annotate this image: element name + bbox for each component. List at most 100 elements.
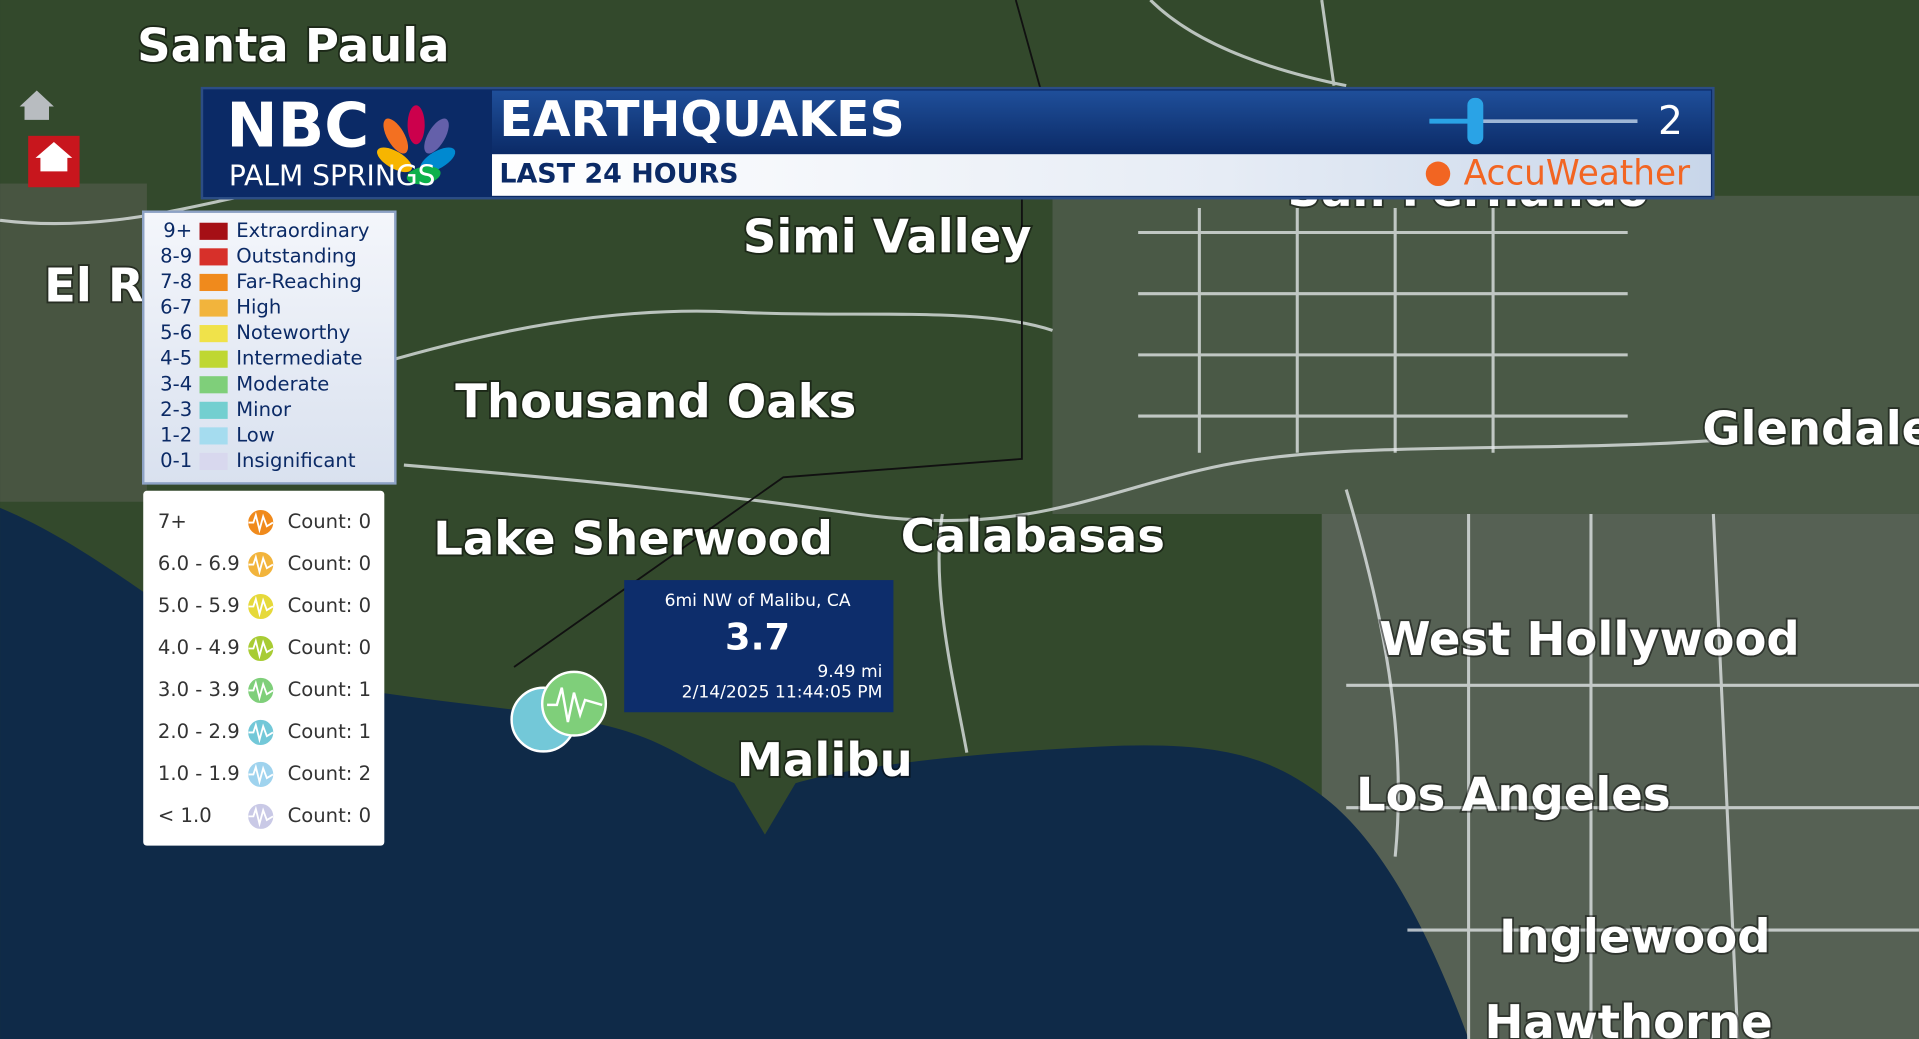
intensity-swatch: [199, 427, 228, 445]
magnitude-count: Count: 0: [288, 636, 371, 659]
magnitude-count: Count: 2: [288, 762, 371, 785]
intensity-range: 0-1: [160, 449, 192, 472]
magnitude-count: Count: 0: [288, 510, 371, 533]
intensity-label: High: [236, 296, 281, 319]
magnitude-rows: 7+ Count: 0 6.0 - 6.9 Count: 0 5.0 - 5.9 Coun…: [158, 508, 371, 831]
city-label: Thousand Oaks: [455, 375, 856, 429]
road: [1346, 513, 1919, 1039]
magnitude-icon-wave: [248, 721, 274, 744]
feather: [406, 166, 441, 185]
intensity-range: 6-7: [160, 296, 192, 319]
magnitude-count: Count: 1: [288, 678, 371, 701]
intensity-range: 5-6: [160, 321, 192, 344]
magnitude-count: Count: 0: [288, 804, 371, 827]
quake-marker[interactable]: [540, 670, 608, 737]
magnitude-icon-wave: [248, 763, 274, 786]
popup-location: 6mi NW of Malibu, CA: [665, 591, 851, 611]
county-line: [513, 0, 1042, 668]
magnitude-range: 4.0 - 4.9: [158, 636, 240, 659]
road: [1149, 0, 1347, 88]
station: PALM SPRINGS: [229, 159, 436, 192]
magnitude-count: Count: 1: [288, 720, 371, 743]
intensity-rows: 9+ Extraordinary 8-9 Outstanding 7-8 Far-Reac…: [160, 219, 369, 472]
intensity-range: 3-4: [160, 372, 192, 395]
alert-icon: [35, 141, 73, 172]
intensity-swatch: [199, 248, 228, 266]
magnitude-range: 7+: [158, 510, 187, 533]
intensity-swatch: [199, 299, 228, 317]
banner-subtitle: LAST 24 HOURS: [499, 159, 738, 190]
city-label: Inglewood: [1499, 909, 1770, 963]
intensity-swatch: [199, 376, 228, 394]
feather: [424, 118, 449, 154]
magnitude-count: Count: 0: [288, 594, 371, 617]
intensity-label: Insignificant: [236, 449, 356, 472]
magnitude-range: 5.0 - 5.9: [158, 594, 240, 617]
intensity-legend: [142, 210, 397, 485]
intensity-range: 9+: [163, 219, 192, 242]
intensity-swatch: [199, 401, 228, 419]
city-label: Glendale: [1702, 401, 1919, 455]
intensity-label: Outstanding: [236, 244, 356, 267]
magnitude-icon-wave: [248, 679, 274, 702]
intensity-label: Extraordinary: [236, 219, 369, 242]
city-label: Santa Paula: [137, 18, 449, 72]
quake-markers: [510, 670, 608, 753]
intensity-range: 7-8: [160, 270, 192, 293]
road: [937, 513, 969, 753]
popup-distance: 9.49 mi: [817, 662, 882, 682]
magnitude-icon-wave: [248, 511, 274, 534]
intensity-label: Noteworthy: [236, 321, 350, 344]
intensity-label: Moderate: [236, 372, 329, 395]
city-label: West Hollywood: [1379, 612, 1799, 666]
intensity-swatch: [199, 273, 228, 292]
slider-value: 2: [1658, 99, 1683, 144]
banner-bottom: [492, 154, 1711, 196]
road: [0, 194, 246, 226]
magnitude-range: < 1.0: [158, 804, 212, 827]
magnitude-icon-wave: [248, 637, 274, 660]
ocean: [0, 507, 1469, 1039]
road: [366, 309, 1053, 369]
feather: [383, 118, 409, 154]
magnitude-legend: [143, 490, 385, 846]
partner: AccuWeather: [1464, 154, 1691, 194]
slider-knob[interactable]: [1467, 97, 1484, 145]
magnitude-range: 2.0 - 2.9: [158, 720, 240, 743]
city-label: Calabasas: [901, 509, 1165, 563]
road: [403, 439, 1714, 523]
accuweather-sun: [1425, 161, 1451, 187]
intensity-swatch: [199, 325, 228, 343]
intensity-range: 2-3: [160, 398, 192, 421]
road: [1138, 208, 1628, 453]
magnitude-range: 6.0 - 6.9: [158, 552, 240, 575]
intensity-label: Far-Reaching: [236, 270, 362, 293]
magnitude-icon-wave: [248, 553, 274, 576]
magnitude-count: Count: 0: [288, 552, 371, 575]
magnitude-icon-wave: [248, 595, 274, 618]
feather: [407, 105, 425, 145]
intensity-label: Minor: [236, 398, 292, 421]
intensity-range: 8-9: [160, 244, 192, 267]
intensity-range: 4-5: [160, 347, 192, 370]
magnitude-range: 1.0 - 1.9: [158, 762, 240, 785]
seismo-icon: [547, 687, 603, 723]
city-label: Los Angeles: [1356, 767, 1671, 821]
quake-popup[interactable]: [624, 580, 894, 713]
magnitude-range: 3.0 - 3.9: [158, 678, 240, 701]
intensity-label: Intermediate: [236, 347, 362, 370]
city-label: El R: [44, 258, 144, 312]
feather: [420, 147, 456, 173]
urban-area: [0, 183, 147, 502]
city-label: Lake Sherwood: [433, 512, 833, 566]
peacock: [377, 105, 456, 185]
city-label: Malibu: [737, 733, 913, 787]
home-button[interactable]: [19, 90, 54, 120]
intensity-swatch: [199, 350, 228, 368]
banner-title: EARTHQUAKES: [499, 91, 904, 148]
brand: NBC: [226, 90, 369, 161]
intensity-range: 1-2: [160, 423, 192, 446]
